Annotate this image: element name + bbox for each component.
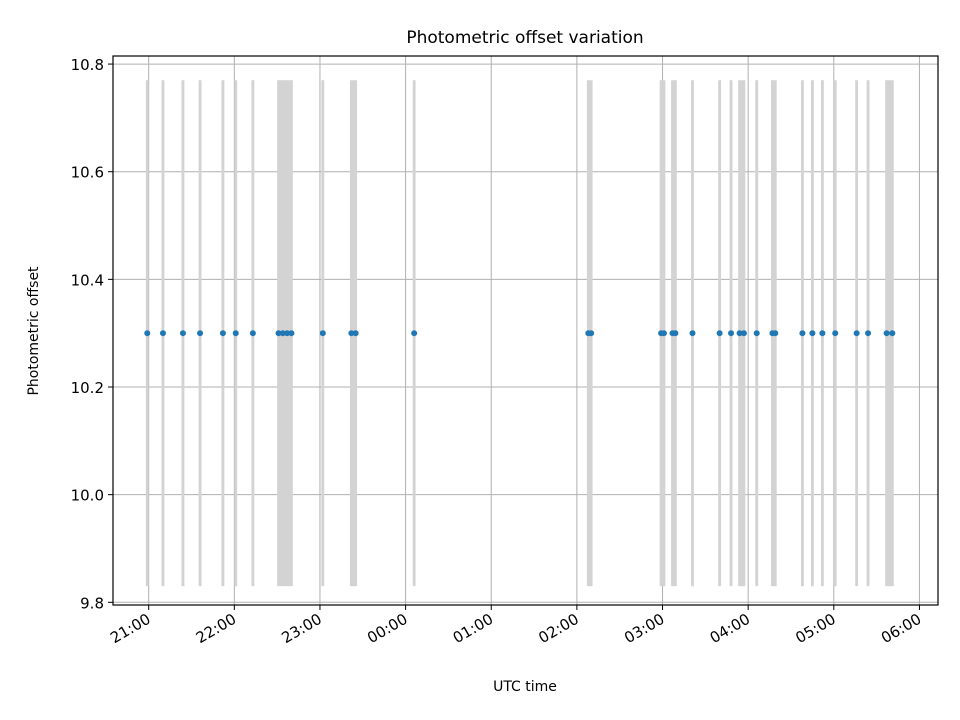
data-point [279, 330, 286, 337]
x-tick-label: 23:00 [279, 610, 325, 647]
y-tick-label: 10.8 [71, 56, 104, 74]
x-axis-ticks: 21:00 22:00 23:00 00:00 01:00 02:00 03:00 04:00… [107, 605, 924, 647]
data-point [772, 330, 779, 337]
x-tick-label: 03:00 [621, 610, 667, 647]
data-point [588, 330, 595, 337]
x-tick-label: 05:00 [792, 610, 838, 647]
y-tick-label: 10.0 [71, 487, 104, 505]
plot-frame [112, 55, 939, 606]
data-points [144, 330, 896, 337]
chart-title: Photometric offset variation [406, 28, 643, 48]
y-tick-label: 10.6 [71, 164, 104, 182]
data-point [716, 330, 723, 337]
data-point [179, 330, 186, 337]
data-point [411, 330, 418, 337]
data-point [159, 330, 166, 337]
data-point [865, 330, 872, 337]
data-point [853, 330, 860, 337]
data-point [249, 330, 256, 337]
x-tick-label: 06:00 [878, 610, 924, 647]
data-point [689, 330, 696, 337]
x-tick-label: 21:00 [107, 610, 153, 647]
data-point [352, 330, 359, 337]
y-tick-label: 10.4 [71, 271, 104, 289]
y-axis-label: Photometric offset [26, 266, 42, 396]
data-point [348, 330, 355, 337]
y-tick-label: 9.8 [80, 594, 104, 612]
data-point [889, 330, 896, 337]
data-point [219, 330, 226, 337]
data-point [736, 330, 743, 337]
x-tick-label: 04:00 [707, 610, 753, 647]
data-point [819, 330, 826, 337]
x-tick-label: 01:00 [450, 610, 496, 647]
data-point [832, 330, 839, 337]
data-point [740, 330, 747, 337]
data-point [319, 330, 326, 337]
data-point [660, 330, 667, 337]
x-tick-label: 22:00 [193, 610, 239, 647]
data-point [809, 330, 816, 337]
y-tick-label: 10.2 [71, 379, 104, 397]
x-axis-label: UTC time [493, 679, 557, 695]
data-point [753, 330, 760, 337]
data-point [284, 330, 291, 337]
x-tick-label: 02:00 [535, 610, 581, 647]
data-point [883, 330, 890, 337]
observation-bars [145, 80, 894, 587]
data-point [232, 330, 239, 337]
data-point [144, 330, 151, 337]
x-tick-label: 00:00 [364, 610, 410, 647]
data-point [799, 330, 806, 337]
data-point [672, 330, 679, 337]
data-point [197, 330, 204, 337]
data-point [275, 330, 282, 337]
y-axis-ticks: 9.8 10.0 10.2 10.4 10.6 10.8 [71, 56, 113, 612]
data-point [728, 330, 735, 337]
data-point [288, 330, 295, 337]
